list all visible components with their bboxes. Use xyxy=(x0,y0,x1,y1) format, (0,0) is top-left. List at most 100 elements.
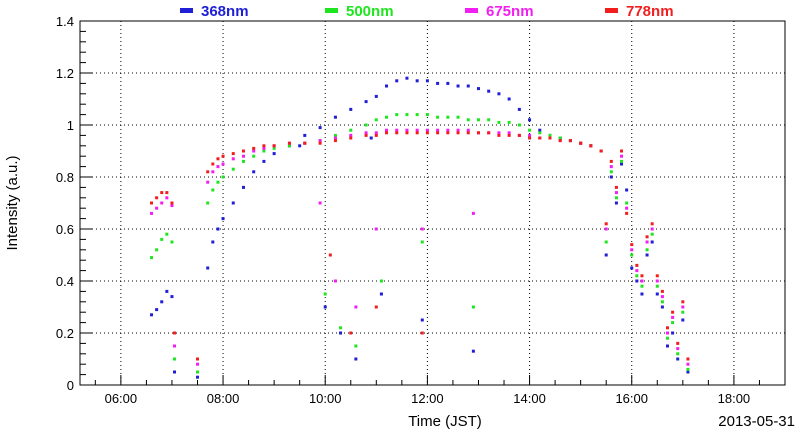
x-tick-label: 10:00 xyxy=(309,391,342,406)
data-point xyxy=(630,243,634,247)
data-point xyxy=(660,305,664,309)
data-point xyxy=(333,133,337,137)
data-point xyxy=(436,115,440,119)
data-point xyxy=(589,144,593,148)
data-point xyxy=(318,141,322,145)
data-point xyxy=(395,79,399,83)
data-point xyxy=(369,136,373,140)
data-point xyxy=(211,188,215,192)
data-point xyxy=(660,289,664,293)
data-point xyxy=(466,118,470,122)
data-point xyxy=(517,133,521,137)
data-point xyxy=(333,115,337,119)
data-point xyxy=(160,237,164,241)
data-point xyxy=(349,133,353,137)
legend: 368nm 500nm 675nm 778nm xyxy=(180,3,674,20)
data-point xyxy=(579,141,583,145)
data-point xyxy=(507,133,511,137)
data-point xyxy=(385,115,389,119)
legend-marker xyxy=(180,8,193,13)
data-point xyxy=(548,133,552,137)
date-label: 2013-05-31 xyxy=(718,413,795,430)
data-point xyxy=(165,232,169,236)
data-point xyxy=(466,131,470,135)
x-tick-label: 16:00 xyxy=(615,391,648,406)
data-point xyxy=(196,370,199,374)
x-tick-label: 14:00 xyxy=(513,391,546,406)
data-point xyxy=(476,87,480,91)
data-point xyxy=(155,248,159,252)
plot-frame xyxy=(79,20,786,386)
data-point xyxy=(374,305,378,309)
data-point xyxy=(216,157,220,161)
data-point xyxy=(252,154,256,158)
data-point xyxy=(196,362,199,366)
data-point xyxy=(374,133,378,137)
y-tick-label: 1.4 xyxy=(56,14,74,29)
data-point xyxy=(165,191,169,195)
data-point xyxy=(206,266,210,270)
data-point xyxy=(231,167,235,171)
data-point xyxy=(640,279,644,283)
data-point xyxy=(379,292,383,296)
data-point xyxy=(206,201,210,205)
data-point xyxy=(155,206,159,210)
x-tick-label: 12:00 xyxy=(411,391,444,406)
data-point xyxy=(676,347,680,351)
data-point xyxy=(655,274,659,278)
data-point xyxy=(507,120,511,124)
data-point xyxy=(528,128,532,132)
data-point xyxy=(231,201,235,205)
y-tick-label: 0.4 xyxy=(56,274,74,289)
data-point xyxy=(339,326,343,330)
data-point xyxy=(609,165,613,169)
data-point xyxy=(676,341,680,345)
data-point xyxy=(517,107,521,111)
data-point xyxy=(385,128,389,132)
data-point xyxy=(620,162,624,166)
data-point xyxy=(328,253,332,257)
data-point xyxy=(538,128,542,132)
x-tick-label: 08:00 xyxy=(207,391,240,406)
data-point xyxy=(630,266,634,270)
data-point xyxy=(671,315,675,319)
y-tick-label: 0.2 xyxy=(56,326,74,341)
legend-entry: 675nm xyxy=(486,3,534,20)
data-point xyxy=(349,107,353,111)
data-point xyxy=(635,263,639,267)
data-point xyxy=(528,118,532,122)
data-point xyxy=(155,196,159,200)
data-point xyxy=(211,240,215,244)
data-point xyxy=(287,141,291,145)
data-point xyxy=(471,211,475,215)
data-point xyxy=(686,370,690,374)
data-point xyxy=(681,310,685,314)
data-point xyxy=(231,157,235,161)
y-axis-label: Intensity (a.u.) xyxy=(4,155,21,250)
data-point xyxy=(241,159,245,163)
data-point xyxy=(415,131,419,135)
data-point xyxy=(497,92,501,96)
data-point xyxy=(635,279,639,283)
data-point xyxy=(614,201,618,205)
data-point xyxy=(196,375,199,379)
data-point xyxy=(645,235,649,239)
data-point xyxy=(528,136,532,140)
data-point xyxy=(671,310,675,314)
data-point xyxy=(609,175,613,179)
data-point xyxy=(666,326,669,330)
data-point xyxy=(645,253,649,257)
data-point xyxy=(614,185,618,189)
data-point xyxy=(517,123,521,127)
data-point xyxy=(604,222,608,226)
y-tick-label: 0.6 xyxy=(56,222,74,237)
data-point xyxy=(604,253,608,257)
data-point xyxy=(241,185,245,189)
data-point xyxy=(425,113,429,117)
data-point xyxy=(262,144,266,148)
data-point xyxy=(349,331,353,335)
data-point xyxy=(614,196,618,200)
data-point xyxy=(150,211,154,215)
data-point xyxy=(252,170,256,174)
